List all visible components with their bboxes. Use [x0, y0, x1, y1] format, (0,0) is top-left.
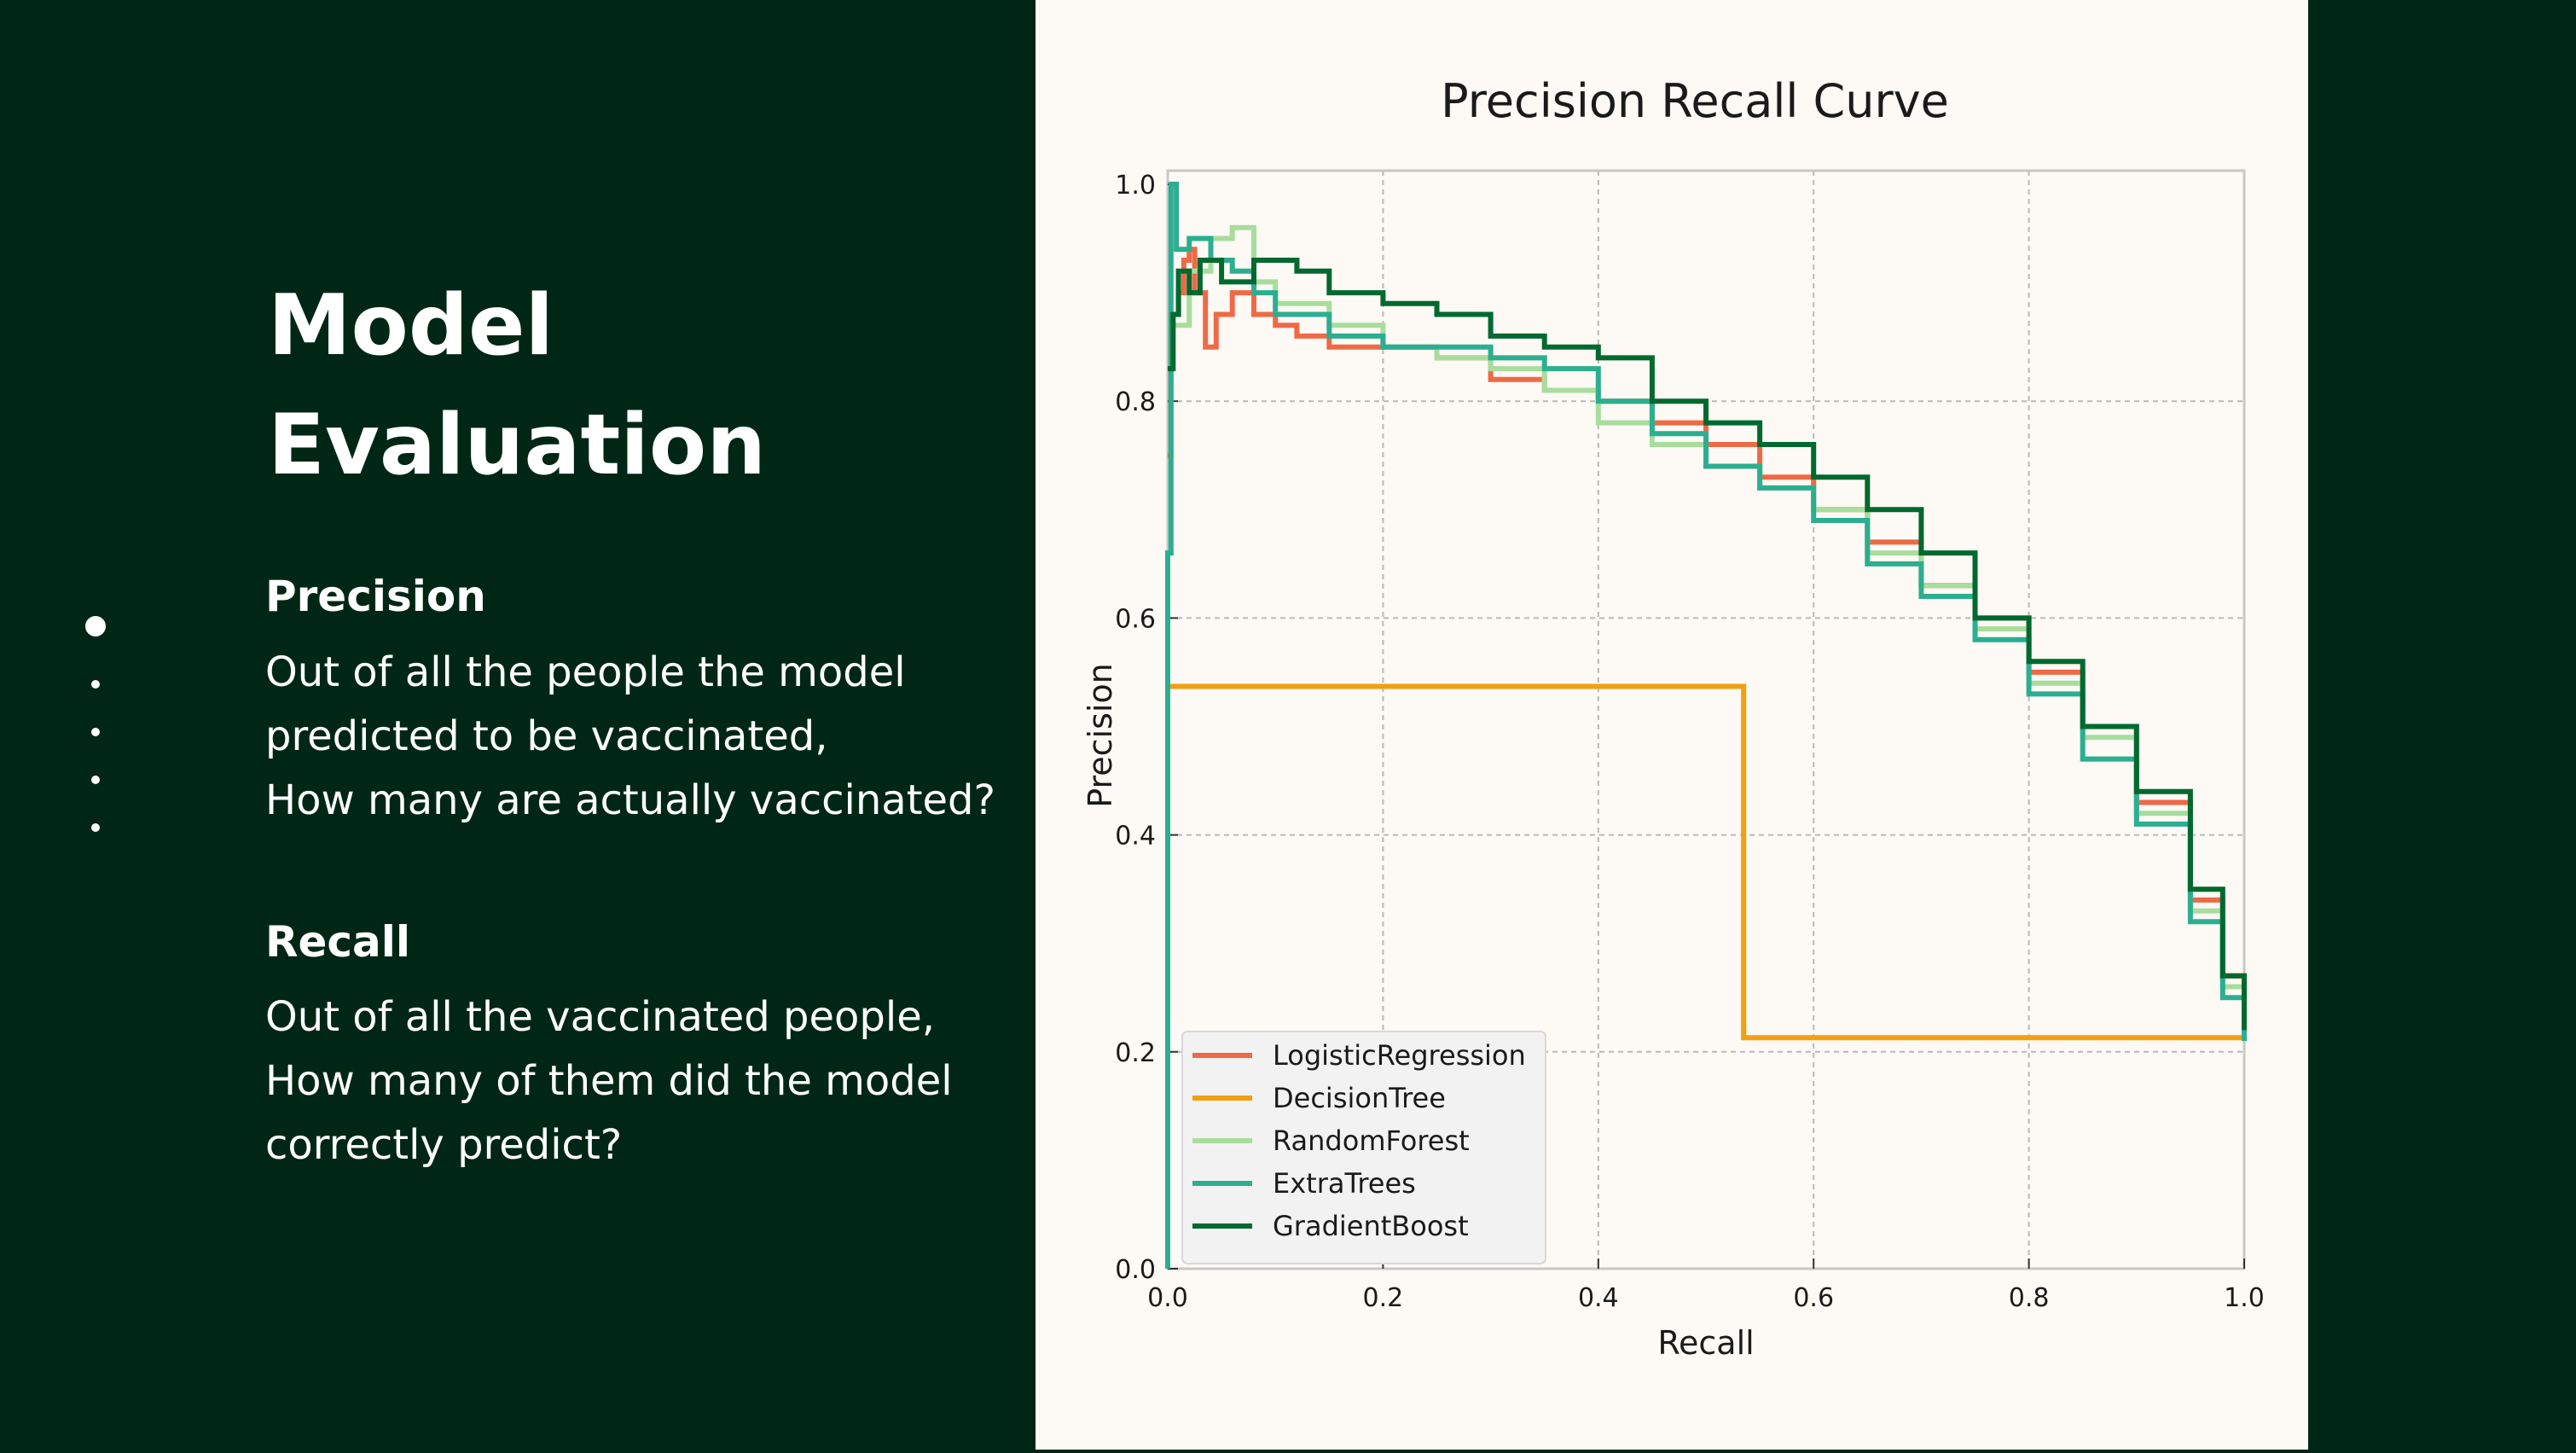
precision-line-1: Out of all the people the model	[265, 648, 906, 696]
chart-ticks: 0.0 0.2 0.4 0.6 0.8 1.0 0.0 0.2 0.4 0.6 0.8 1.0	[1115, 171, 2265, 1313]
series-line-logisticregression	[1168, 247, 2247, 1031]
x-tick-label-5: 1.0	[2224, 1283, 2265, 1313]
y-tick-label-0: 0.0	[1115, 1255, 1156, 1285]
slide-nav-dot-5[interactable]	[91, 823, 100, 832]
y-tick-label-5: 1.0	[1115, 171, 1156, 201]
legend-label-decisiontree: DecisionTree	[1273, 1082, 1446, 1114]
recall-line-3: correctly predict?	[265, 1121, 623, 1169]
y-tick-label-1: 0.2	[1115, 1038, 1156, 1068]
x-axis-label: Recall	[1657, 1324, 1754, 1362]
recall-line-1: Out of all the vaccinated people,	[265, 993, 935, 1041]
y-tick-label-3: 0.6	[1115, 604, 1156, 634]
chart-legend: LogisticRegression DecisionTree RandomFore…	[1181, 1031, 1546, 1264]
recall-description: Out of all the vaccinated people, How ma…	[265, 985, 953, 1177]
y-tick-label-2: 0.4	[1115, 822, 1156, 851]
x-tick-label-0: 0.0	[1147, 1283, 1188, 1313]
recall-line-2: How many of them did the model	[265, 1057, 953, 1105]
x-tick-label-2: 0.4	[1578, 1283, 1619, 1313]
legend-label-extratrees: ExtraTrees	[1273, 1167, 1416, 1200]
x-tick-label-1: 0.2	[1363, 1283, 1404, 1313]
legend-label-logisticregression: LogisticRegression	[1273, 1039, 1526, 1072]
y-tick-label-4: 0.8	[1115, 387, 1156, 417]
right-border	[2308, 0, 2576, 1450]
y-axis-label: Precision	[1082, 663, 1119, 808]
chart-title: Precision Recall Curve	[1441, 74, 1949, 128]
legend-box	[1181, 1031, 1546, 1264]
precision-line-2: predicted to be vaccinated,	[265, 712, 828, 760]
precision-heading: Precision	[265, 572, 486, 621]
slide-nav-dot-4[interactable]	[91, 776, 100, 784]
precision-recall-chart: Precision Recall Curve 0.0 0.2 0.4 0.6 0.8 1.…	[1082, 74, 2265, 1362]
slide-title: Model Evaluation	[268, 266, 766, 505]
slide-title-line2: Evaluation	[268, 397, 766, 494]
precision-line-3: How many are actually vaccinated?	[265, 776, 995, 824]
text-panel: Model Evaluation Precision Out of all th…	[0, 0, 1036, 1450]
precision-description: Out of all the people the model predicte…	[265, 641, 995, 833]
slide-title-line1: Model	[268, 277, 554, 375]
slide-nav-dot-3[interactable]	[91, 728, 100, 736]
x-tick-label-4: 0.8	[2009, 1283, 2050, 1313]
chart-series	[1165, 182, 2247, 1269]
legend-label-randomforest: RandomForest	[1273, 1125, 1470, 1157]
series-line-gradientboost	[1168, 258, 2247, 1031]
recall-heading: Recall	[265, 917, 411, 967]
chart-panel: Precision Recall Curve 0.0 0.2 0.4 0.6 0.8 1.…	[1036, 0, 2308, 1450]
slide-nav-dot-1[interactable]	[85, 616, 106, 636]
slide-nav-dot-2[interactable]	[91, 680, 100, 689]
legend-label-gradientboost: GradientBoost	[1273, 1210, 1469, 1242]
x-tick-label-3: 0.6	[1793, 1283, 1834, 1313]
